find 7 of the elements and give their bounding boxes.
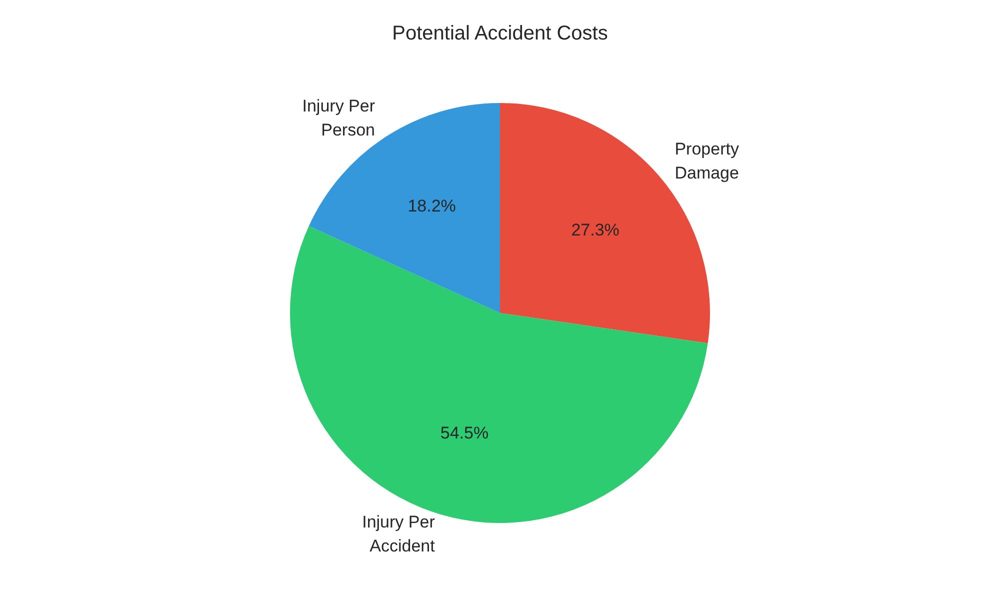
slice-label: Injury Per Person xyxy=(302,96,376,140)
data-label: 27.3% xyxy=(571,220,620,240)
chart-title: Potential Accident Costs xyxy=(392,22,608,45)
slice-label: Property Damage xyxy=(674,140,740,183)
slice-label: Injury Per Accident xyxy=(362,512,436,556)
data-label: 54.5% xyxy=(440,424,489,443)
data-label: 18.2% xyxy=(408,196,456,216)
